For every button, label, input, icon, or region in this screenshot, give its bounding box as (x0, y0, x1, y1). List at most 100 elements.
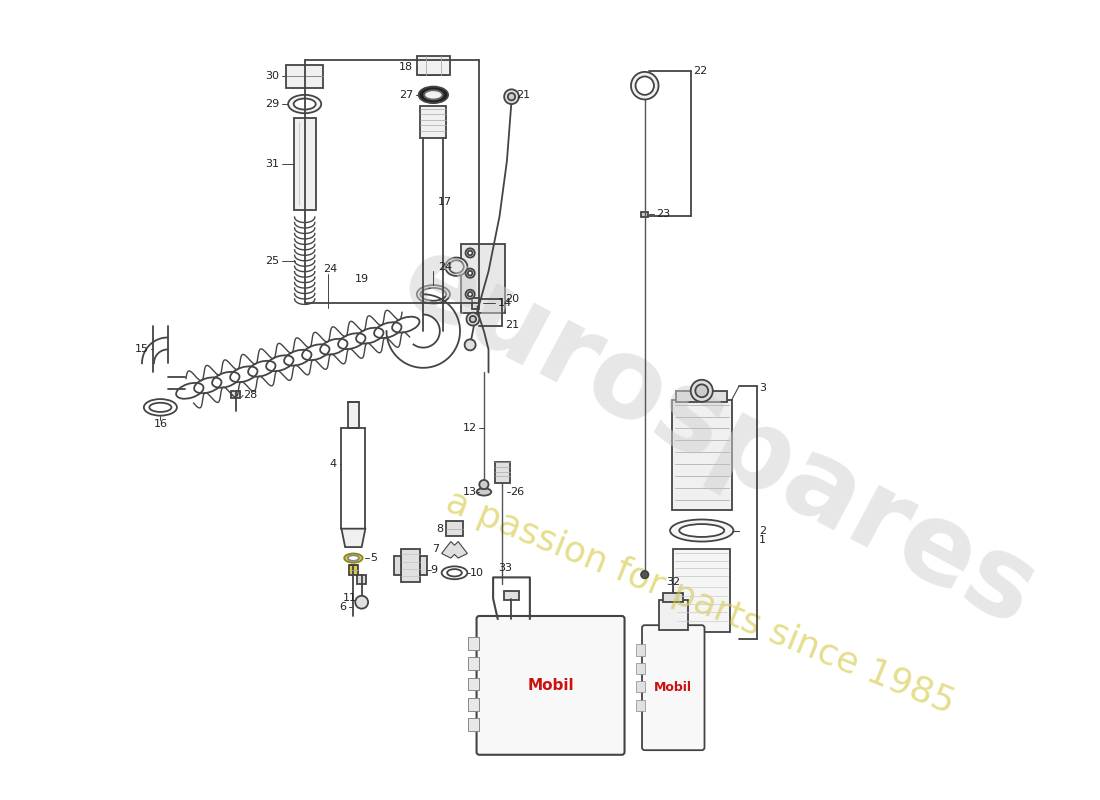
Text: 4: 4 (330, 459, 337, 470)
Text: 24: 24 (323, 265, 338, 274)
Ellipse shape (679, 524, 724, 537)
Ellipse shape (670, 519, 734, 542)
Text: 32: 32 (667, 577, 680, 587)
Text: 22: 22 (693, 66, 707, 76)
Text: 13: 13 (463, 487, 476, 497)
Bar (469, 637, 480, 650)
Ellipse shape (448, 569, 462, 577)
Circle shape (691, 380, 713, 402)
Text: 31: 31 (265, 158, 279, 169)
Bar (420, 106, 447, 138)
Ellipse shape (449, 260, 464, 273)
Circle shape (468, 292, 472, 297)
Text: 10: 10 (470, 568, 484, 578)
Circle shape (470, 316, 476, 322)
Text: 5: 5 (370, 553, 377, 563)
Text: 18: 18 (399, 62, 414, 72)
Bar (358, 574, 366, 584)
Polygon shape (441, 542, 468, 558)
Circle shape (465, 290, 475, 299)
Bar (231, 391, 241, 398)
Bar (641, 211, 648, 217)
Circle shape (508, 93, 515, 100)
Bar (504, 591, 519, 600)
Bar (294, 118, 316, 210)
Circle shape (355, 596, 368, 609)
Bar (469, 658, 480, 670)
Circle shape (464, 339, 475, 350)
Bar (419, 556, 427, 574)
Text: Mobil: Mobil (654, 681, 692, 694)
Ellipse shape (420, 288, 447, 301)
Bar (447, 522, 463, 536)
Circle shape (636, 77, 653, 95)
Text: 27: 27 (399, 90, 414, 100)
Bar (495, 462, 509, 482)
Circle shape (466, 313, 480, 326)
Text: 3: 3 (759, 383, 767, 393)
Ellipse shape (150, 402, 172, 412)
Text: Mobil: Mobil (527, 678, 574, 693)
Circle shape (468, 271, 472, 275)
Ellipse shape (294, 98, 316, 110)
Text: 23: 23 (656, 210, 670, 219)
Text: 21: 21 (505, 320, 519, 330)
Ellipse shape (348, 555, 359, 561)
Ellipse shape (288, 95, 321, 114)
Ellipse shape (446, 258, 468, 276)
Text: eurospares: eurospares (383, 225, 1054, 649)
Bar (673, 549, 730, 632)
Circle shape (641, 571, 648, 578)
Ellipse shape (476, 488, 492, 495)
Text: 30: 30 (265, 71, 279, 82)
Text: 1: 1 (759, 535, 767, 545)
Text: 14: 14 (497, 298, 512, 309)
Bar (402, 549, 419, 582)
Circle shape (504, 90, 519, 104)
Circle shape (468, 250, 472, 255)
Text: 19: 19 (355, 274, 370, 284)
Bar (461, 244, 505, 313)
Bar (659, 600, 688, 630)
Text: 2: 2 (759, 526, 767, 535)
Polygon shape (341, 529, 365, 547)
FancyBboxPatch shape (476, 616, 625, 754)
Bar (672, 400, 732, 510)
Text: 6: 6 (339, 602, 346, 612)
Text: 16: 16 (153, 419, 167, 429)
Bar (349, 566, 358, 574)
Bar (636, 682, 645, 692)
Text: 8: 8 (437, 524, 443, 534)
Bar (636, 700, 645, 710)
Ellipse shape (344, 554, 363, 562)
Bar (636, 663, 645, 674)
Bar (469, 698, 480, 710)
Text: 29: 29 (265, 99, 279, 109)
Ellipse shape (425, 90, 442, 99)
Text: 9: 9 (430, 565, 438, 575)
Bar (286, 66, 323, 87)
Bar (663, 593, 683, 602)
Circle shape (465, 269, 475, 278)
Text: 33: 33 (497, 563, 512, 573)
FancyBboxPatch shape (642, 625, 704, 750)
Text: 26: 26 (509, 487, 524, 497)
Bar (394, 556, 402, 574)
Bar (469, 718, 480, 731)
Text: 28: 28 (243, 390, 257, 401)
Text: 20: 20 (505, 294, 519, 304)
Circle shape (465, 248, 475, 258)
Bar (417, 56, 450, 74)
Circle shape (631, 72, 659, 99)
Text: 21: 21 (516, 90, 530, 100)
Bar (676, 391, 727, 402)
Bar (348, 402, 359, 427)
Circle shape (480, 480, 488, 489)
Text: 25: 25 (265, 256, 279, 266)
Bar (472, 298, 480, 309)
Text: a passion for parts since 1985: a passion for parts since 1985 (441, 484, 959, 720)
Text: 7: 7 (432, 544, 439, 554)
Text: 15: 15 (134, 345, 148, 354)
Text: 24: 24 (438, 262, 452, 272)
Ellipse shape (419, 86, 448, 103)
